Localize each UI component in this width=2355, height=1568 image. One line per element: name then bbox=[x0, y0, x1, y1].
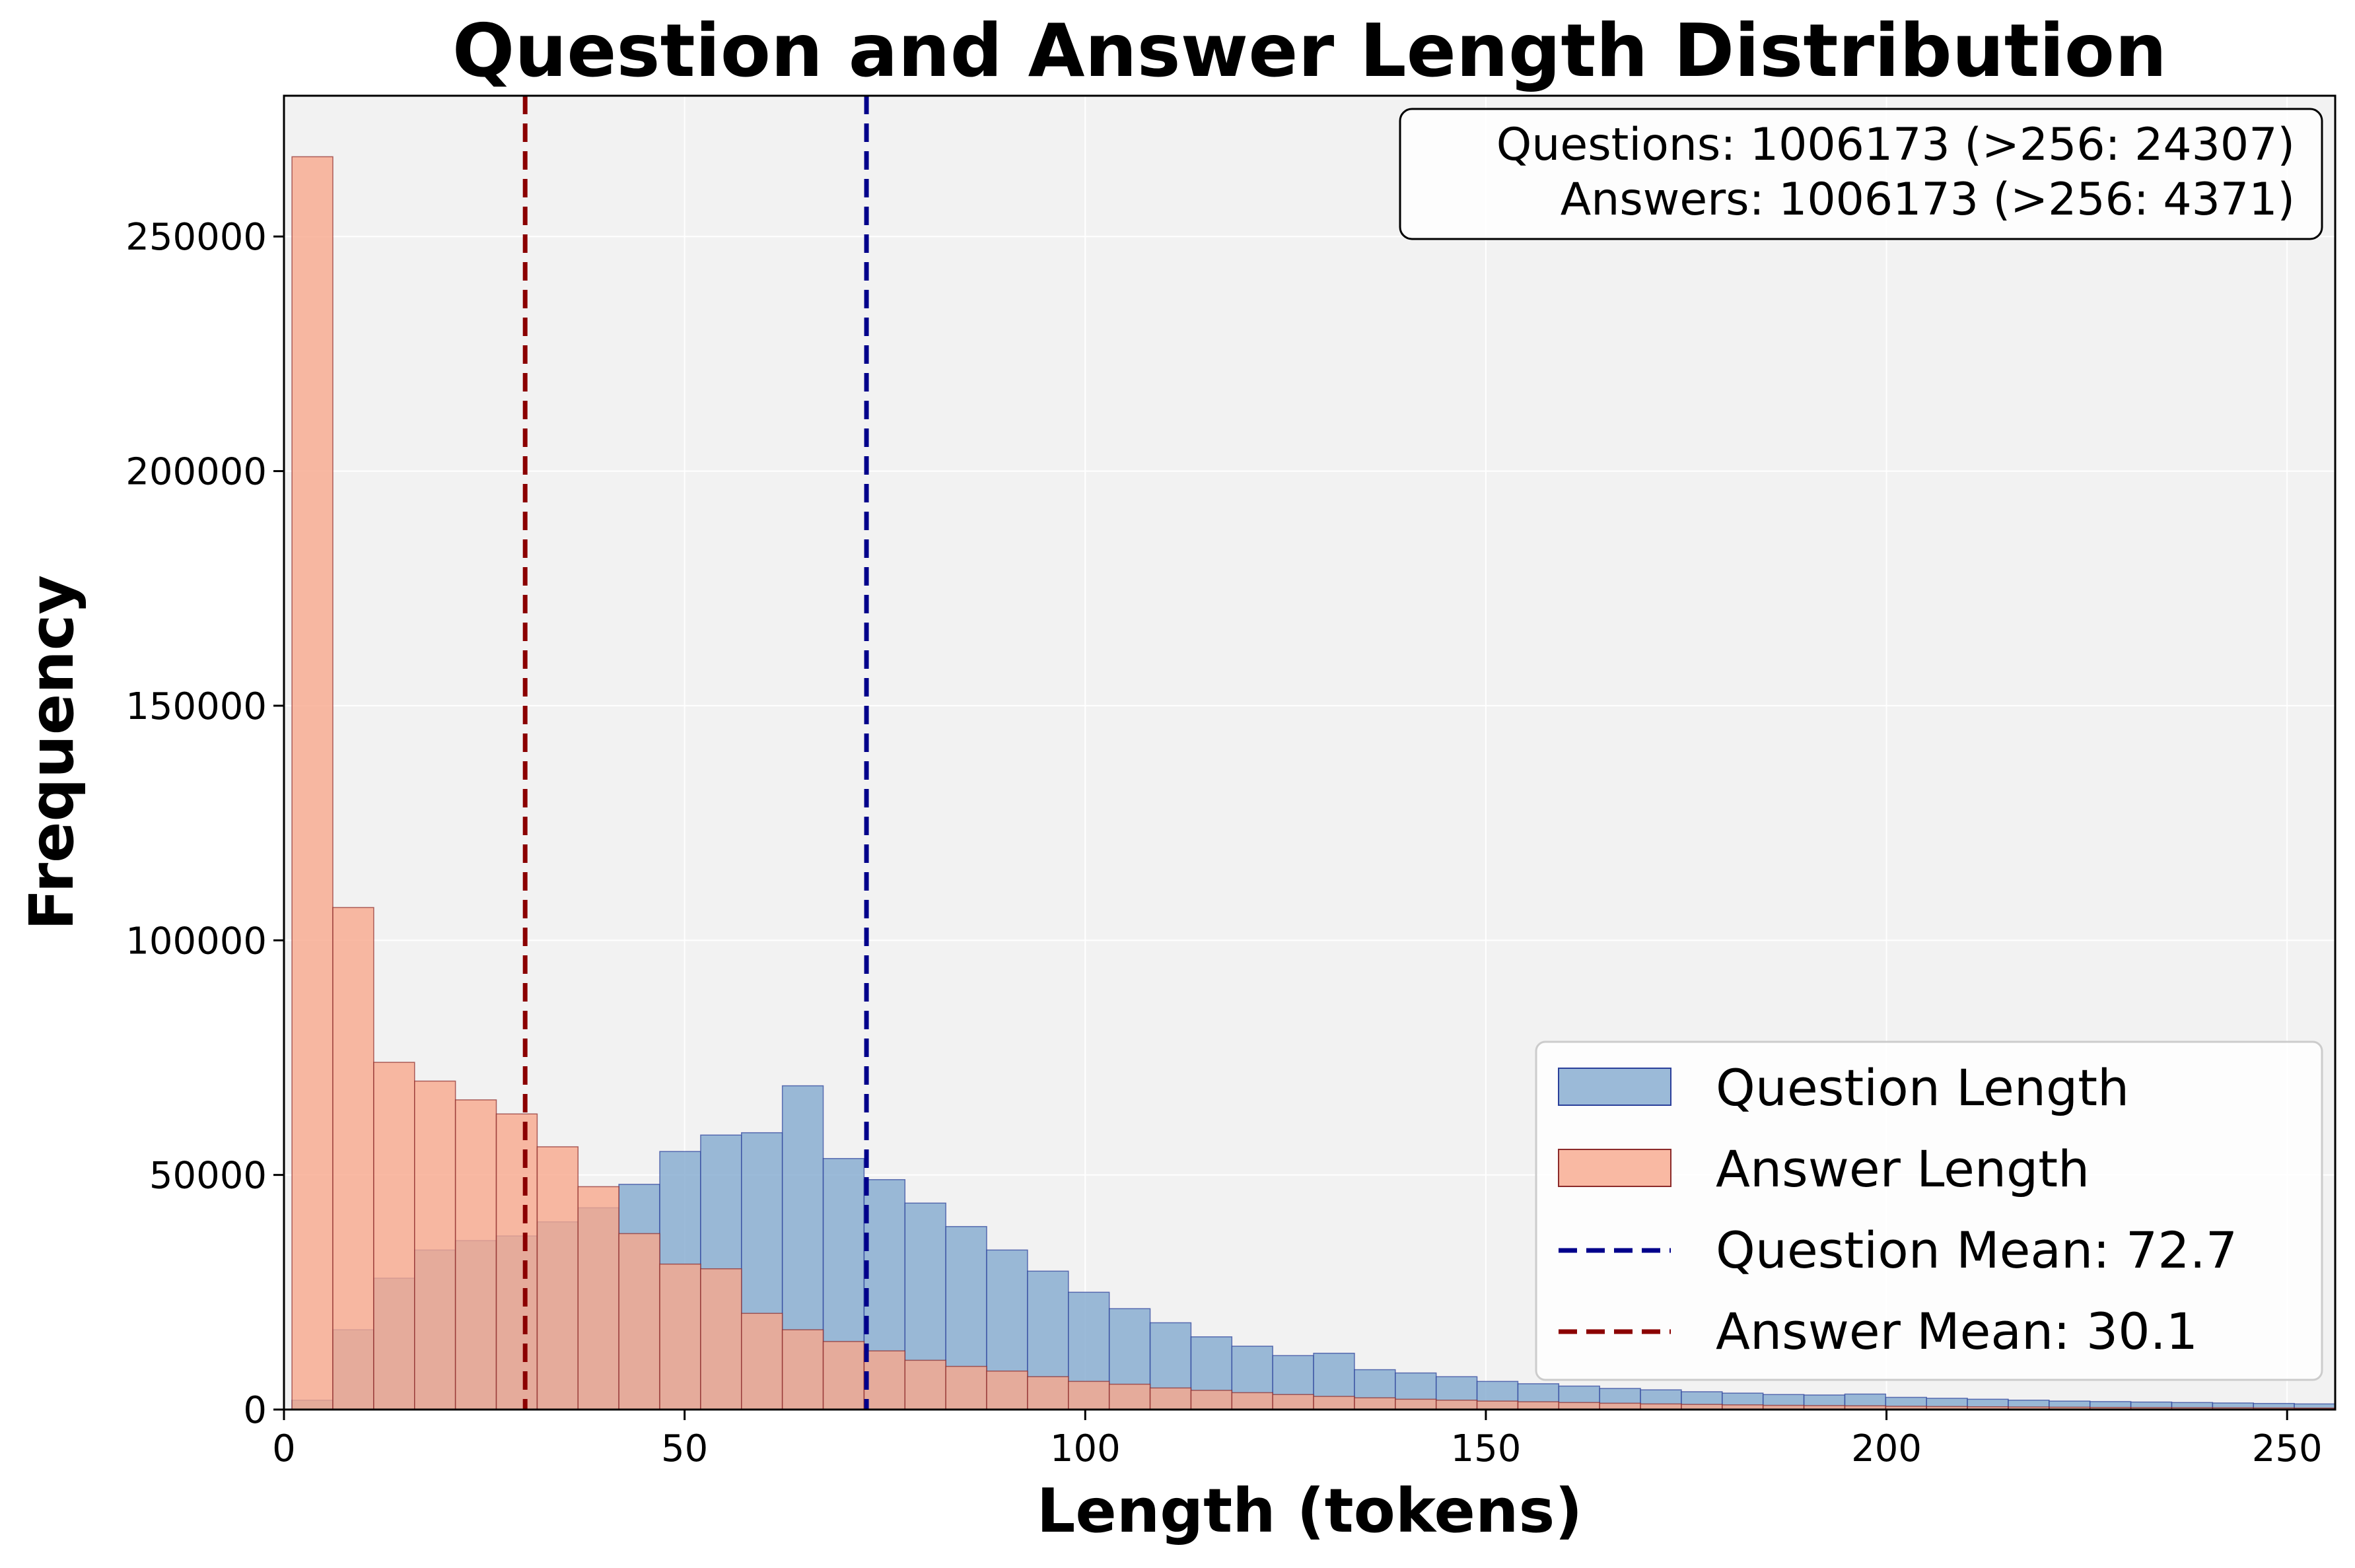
answer-bar bbox=[1313, 1396, 1355, 1410]
legend-swatch-answer bbox=[1558, 1149, 1671, 1187]
mean-lines bbox=[522, 96, 869, 1410]
answer-bar bbox=[536, 1146, 579, 1410]
answer-bar bbox=[1108, 1383, 1151, 1410]
answer-bar bbox=[414, 1080, 456, 1410]
answer-bar bbox=[1354, 1397, 1396, 1410]
answer-bar bbox=[1231, 1392, 1273, 1410]
answer-bar bbox=[659, 1263, 701, 1410]
answer-bar bbox=[741, 1312, 783, 1410]
answer-bar bbox=[1190, 1390, 1233, 1410]
answer-bar bbox=[1395, 1398, 1437, 1410]
y-tick-label: 0 bbox=[243, 1389, 267, 1432]
stats-box-frame bbox=[1399, 108, 2323, 240]
answer-bar bbox=[863, 1350, 906, 1410]
x-tick-label: 200 bbox=[1851, 1427, 1922, 1470]
answer-bar bbox=[332, 906, 374, 1410]
answer-bar bbox=[1435, 1400, 1478, 1410]
answer-bar bbox=[822, 1341, 865, 1410]
legend-swatch-question bbox=[1558, 1068, 1671, 1106]
answer-bar bbox=[1068, 1381, 1110, 1410]
answer-bar bbox=[1517, 1401, 1560, 1410]
x-tick-label: 150 bbox=[1450, 1427, 1521, 1470]
legend-label-question-mean: Question Mean: 72.7 bbox=[1716, 1221, 2237, 1279]
y-axis-label: Frequency bbox=[17, 575, 87, 930]
x-axis-label: Length (tokens) bbox=[1037, 1476, 1583, 1546]
answer-bars bbox=[291, 156, 2336, 1410]
stats-answers: Answers: 1006173 (>256: 4371) bbox=[1561, 174, 2295, 226]
chart-title: Question and Answer Length Distribution bbox=[452, 9, 2167, 94]
y-tick-label: 100000 bbox=[125, 920, 267, 963]
answer-bar bbox=[1149, 1387, 1192, 1410]
answer-bar bbox=[1476, 1400, 1519, 1410]
answer-bar bbox=[577, 1186, 619, 1410]
answer-bar bbox=[1558, 1402, 1600, 1410]
answer-bar bbox=[904, 1359, 946, 1410]
x-tick-label: 0 bbox=[272, 1427, 296, 1470]
answer-bar bbox=[945, 1365, 987, 1410]
legend-frame bbox=[1535, 1040, 2323, 1381]
answer-bar bbox=[1027, 1376, 1069, 1410]
legend-label-question: Question Length bbox=[1716, 1058, 2129, 1117]
x-tick-label: 100 bbox=[1050, 1427, 1121, 1470]
stats-box: Questions: 1006173 (>256: 24307) Answers… bbox=[1399, 108, 2323, 240]
answer-bar bbox=[373, 1062, 415, 1410]
answer-bar bbox=[781, 1329, 824, 1410]
answer-bar bbox=[495, 1113, 538, 1410]
axis-ticks: 0 50 100 150 200 250 0 50000 100000 150000 200000 2… bbox=[125, 216, 2322, 1470]
legend-label-answer-mean: Answer Mean: 30.1 bbox=[1716, 1302, 2198, 1361]
x-tick-label: 50 bbox=[661, 1427, 708, 1470]
y-tick-label: 250000 bbox=[125, 216, 267, 259]
x-tick-label: 250 bbox=[2252, 1427, 2323, 1470]
y-tick-label: 150000 bbox=[125, 685, 267, 728]
y-tick-label: 200000 bbox=[125, 451, 267, 494]
answer-bar bbox=[986, 1370, 1028, 1410]
plot-frame bbox=[283, 94, 2337, 1411]
answer-bar bbox=[291, 156, 334, 1410]
legend-label-answer: Answer Length bbox=[1716, 1140, 2090, 1198]
answer-bar bbox=[700, 1268, 742, 1410]
legend: Question Length Answer Length Question M… bbox=[1535, 1040, 2323, 1381]
stats-questions: Questions: 1006173 (>256: 24307) bbox=[1496, 119, 2295, 171]
y-tick-label: 50000 bbox=[149, 1155, 267, 1198]
grid-lines bbox=[283, 96, 2335, 1410]
answer-bar bbox=[618, 1233, 660, 1410]
answer-bar bbox=[454, 1099, 497, 1410]
answer-bar bbox=[1272, 1394, 1314, 1410]
